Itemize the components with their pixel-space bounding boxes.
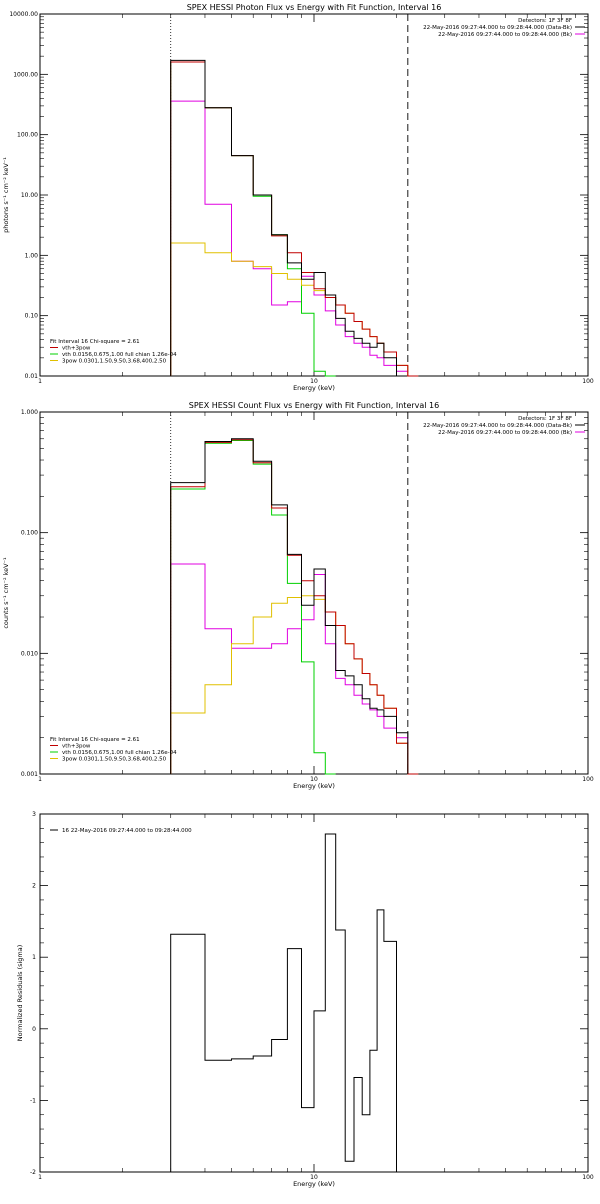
y-tick-label: 0.100 <box>21 530 38 537</box>
header-line: 22-May-2016 09:27:44.000 to 09:28:44.000… <box>438 430 572 436</box>
series-line-vth_3pow <box>170 61 419 377</box>
series-line-total <box>170 438 409 774</box>
y-tick-label: 0.001 <box>21 771 38 778</box>
y-tick-label: 10000.00 <box>9 11 38 18</box>
x-tick-label: 1 <box>38 378 42 385</box>
x-tick-label: 10 <box>310 776 318 783</box>
y-tick-label: 1 <box>32 954 36 961</box>
legend-entry: Fit Interval 16 Chi-square = 2.61 <box>50 737 140 743</box>
header-line: 22-May-2016 09:27:44.000 to 09:28:44.000… <box>438 32 572 38</box>
y-tick-label: 10.00 <box>21 192 38 199</box>
x-tick-label: 10 <box>310 378 318 385</box>
series-line-total <box>170 59 397 376</box>
legend-entry: 3pow 0.0301,1.50,9.50,3.68,400,2.50 <box>62 757 167 763</box>
series-line-vth <box>170 440 336 775</box>
series-line-3pow <box>170 595 419 775</box>
header-line: 22-May-2016 09:27:44.000 to 09:28:44.000… <box>423 25 572 31</box>
legend-entry: 16 22-May-2016 09:27:44.000 to 09:28:44.… <box>62 828 192 834</box>
y-tick-label: 3 <box>32 811 36 818</box>
x-axis-label: Energy (keV) <box>293 782 335 790</box>
legend-entry: Fit Interval 16 Chi-square = 2.61 <box>50 339 140 345</box>
y-tick-label: 0.010 <box>21 650 38 657</box>
y-tick-label: 1.00 <box>25 252 39 259</box>
header-line: 22-May-2016 09:27:44.000 to 09:28:44.000… <box>423 423 572 429</box>
x-tick-label: 1 <box>38 776 42 783</box>
legend-entry: vth+3pow <box>62 346 91 352</box>
panel-1: SPEX HESSI Photon Flux vs Energy with Fi… <box>2 3 594 392</box>
y-axis-label: counts s⁻¹ cm⁻² keV⁻¹ <box>2 557 10 629</box>
series-line-vth <box>170 61 336 377</box>
y-axis-label: photons s⁻¹ cm⁻² keV⁻¹ <box>2 157 10 233</box>
y-tick-label: 1000.00 <box>13 71 38 78</box>
series-line-vth_3pow <box>170 439 419 775</box>
y-tick-label: -1 <box>30 1097 36 1104</box>
chart-title: SPEX HESSI Photon Flux vs Energy with Fi… <box>187 3 442 12</box>
header-line: Detectors: 1F 3F 8F <box>518 18 572 24</box>
series-line-data <box>170 563 409 774</box>
x-tick-label: 100 <box>582 776 594 783</box>
x-tick-label: 1 <box>38 1174 42 1181</box>
y-tick-label: 0.10 <box>25 313 39 320</box>
legend-entry: 3pow 0.0301,1.50,9.50,3.68,400,2.50 <box>62 359 167 365</box>
x-tick-label: 10 <box>310 1174 318 1181</box>
x-axis-label: Energy (keV) <box>293 1180 335 1188</box>
panel-3: Energy (keV) Normalized Residuals (sigma)… <box>16 811 594 1188</box>
y-axis-label: Normalized Residuals (sigma) <box>16 945 24 1042</box>
y-tick-label: 2 <box>32 883 36 890</box>
y-tick-label: 1.000 <box>21 409 38 416</box>
y-tick-label: -2 <box>30 1169 36 1176</box>
x-tick-label: 100 <box>582 1174 594 1181</box>
series-line-data <box>170 100 409 376</box>
y-tick-label: 0.01 <box>25 373 39 380</box>
chart-title: SPEX HESSI Count Flux vs Energy with Fit… <box>189 401 440 410</box>
series-line-total <box>170 833 397 1172</box>
legend-entry: vth 0.0156,0.675,1.00 full chian 1.26e-0… <box>62 750 177 756</box>
legend-entry: vth+3pow <box>62 744 91 750</box>
x-axis-label: Energy (keV) <box>293 384 335 392</box>
panel-2: SPEX HESSI Count Flux vs Energy with Fit… <box>2 401 594 790</box>
y-tick-label: 100.00 <box>17 132 38 139</box>
y-tick-label: 0 <box>32 1026 36 1033</box>
legend-entry: vth 0.0156,0.675,1.00 full chian 1.26e-0… <box>62 352 177 358</box>
plot-frame <box>39 813 589 1173</box>
x-tick-label: 100 <box>582 378 594 385</box>
header-line: Detectors: 1F 3F 8F <box>518 416 572 422</box>
